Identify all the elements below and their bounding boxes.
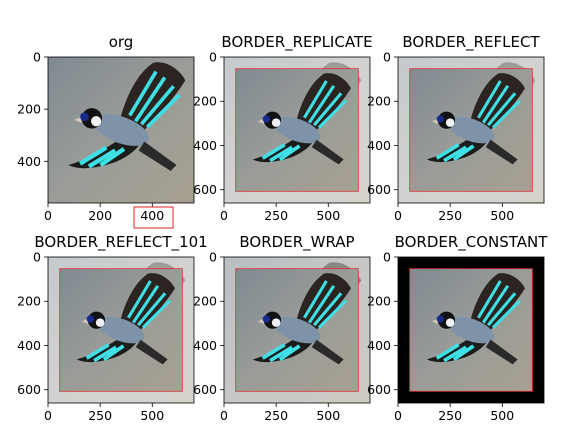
image (48, 57, 194, 203)
subplot: BORDER_CONSTANT 0 250 500 0 200 400 600 (367, 233, 548, 423)
subplot: BORDER_REFLECT 0 250 500 0 200 400 600 (367, 33, 545, 223)
x-tick-label: 250 (264, 408, 288, 423)
x-tick-label: 250 (88, 408, 112, 423)
subplot-title: BORDER_REFLECT (402, 33, 540, 52)
x-tick-label: 250 (438, 408, 462, 423)
x-tick-label: 500 (490, 208, 514, 223)
axes-frame (397, 256, 545, 404)
x-tick-label: 0 (44, 408, 52, 423)
roi-box (235, 68, 359, 192)
y-tick-label: 400 (367, 338, 391, 353)
x-tick-label: 500 (140, 408, 164, 423)
y-tick-label: 200 (367, 94, 391, 109)
subplot: BORDER_REPLICATE 0 250 500 0 200 400 600 (193, 33, 372, 223)
x-tick-label: 0 (394, 408, 402, 423)
x-tick-label: 500 (490, 408, 514, 423)
y-tick-label: 400 (17, 338, 41, 353)
x-tick-label: 400 (140, 208, 164, 223)
x-tick-label: 0 (220, 408, 228, 423)
y-tick-label: 600 (17, 382, 41, 397)
y-tick-label: 400 (17, 154, 41, 169)
y-tick-label: 200 (193, 294, 217, 309)
y-tick-label: 600 (193, 382, 217, 397)
roi-box (409, 68, 533, 192)
x-tick-label: 500 (316, 408, 340, 423)
y-tick-label: 0 (383, 250, 391, 265)
y-tick-label: 400 (193, 138, 217, 153)
image (235, 268, 359, 392)
y-tick-label: 400 (367, 138, 391, 153)
subplot: org 0 200 400 0 200 400 (17, 33, 195, 223)
y-tick-label: 200 (193, 94, 217, 109)
x-tick-label: 500 (316, 208, 340, 223)
y-tick-label: 0 (209, 250, 217, 265)
x-tick-label: 250 (264, 208, 288, 223)
y-tick-label: 400 (193, 338, 217, 353)
y-tick-label: 600 (367, 182, 391, 197)
y-tick-label: 0 (33, 50, 41, 65)
y-tick-label: 0 (209, 50, 217, 65)
x-tick-label: 0 (44, 208, 52, 223)
subplot-title: BORDER_CONSTANT (395, 233, 549, 252)
roi-box (59, 268, 183, 392)
y-tick-label: 200 (367, 294, 391, 309)
subplot-title: BORDER_WRAP (239, 233, 354, 252)
highlight-box (133, 206, 174, 229)
x-tick-label: 250 (438, 208, 462, 223)
axes-frame (397, 56, 545, 204)
axes-frame (223, 256, 371, 404)
image (409, 68, 533, 192)
image (235, 68, 359, 192)
y-tick-label: 0 (383, 50, 391, 65)
subplot-title: BORDER_REPLICATE (221, 33, 372, 52)
image (59, 268, 183, 392)
image (409, 268, 533, 392)
y-tick-label: 0 (33, 250, 41, 265)
subplot: BORDER_WRAP 0 250 500 0 200 400 600 (193, 233, 371, 423)
subplot-title: org (109, 33, 134, 51)
axes-frame (47, 256, 195, 404)
roi-box (409, 268, 533, 392)
axes-frame (223, 56, 371, 204)
y-tick-label: 200 (17, 102, 41, 117)
x-tick-label: 200 (88, 208, 112, 223)
x-tick-label: 0 (220, 208, 228, 223)
x-tick-label: 0 (394, 208, 402, 223)
subplot-title: BORDER_REFLECT_101 (34, 233, 207, 252)
roi-box (235, 268, 359, 392)
axes-frame (47, 56, 195, 204)
y-tick-label: 600 (367, 382, 391, 397)
panels: org 0 200 400 0 200 400 BORDER_REPLICATE 0 250 500… (17, 33, 548, 423)
y-tick-label: 600 (193, 182, 217, 197)
y-tick-label: 200 (17, 294, 41, 309)
